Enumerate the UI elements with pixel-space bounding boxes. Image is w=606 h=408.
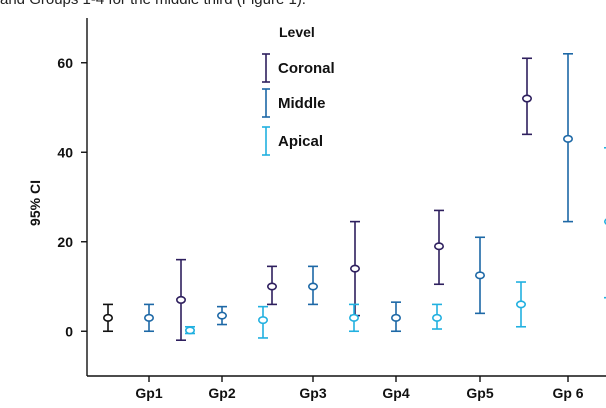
error-bar-coronal bbox=[521, 57, 532, 136]
legend-item-apical: Apical bbox=[262, 126, 323, 156]
error-bar-coronal bbox=[266, 265, 277, 306]
x-tick-label: Gp4 bbox=[382, 385, 409, 401]
error-bar-coronal bbox=[176, 258, 187, 342]
legend-item-coronal: Coronal bbox=[262, 53, 335, 83]
error-bar-coronal bbox=[103, 303, 114, 333]
error-bar-middle bbox=[144, 303, 155, 333]
x-tick-label: Gp 6 bbox=[552, 385, 583, 401]
legend-item-middle: Middle bbox=[262, 88, 326, 118]
x-tick-label: Gp2 bbox=[208, 385, 235, 401]
legend-label: Apical bbox=[278, 133, 323, 150]
x-tick-label: Gp1 bbox=[135, 385, 162, 401]
error-bar-coronal bbox=[433, 209, 444, 286]
error-bar-apical bbox=[515, 281, 526, 328]
top-caption-text: and Groups 1-4 for the middle third (Fig… bbox=[0, 0, 606, 13]
y-tick-label: 20 bbox=[57, 234, 73, 250]
error-bar-middle bbox=[562, 52, 573, 223]
x-ticks: Gp1 Gp2 Gp3 Gp4 Gp5 Gp 6 bbox=[135, 376, 584, 401]
y-ticks: 0 20 40 60 bbox=[57, 55, 87, 339]
y-tick-label: 60 bbox=[57, 55, 73, 71]
axes bbox=[86, 18, 606, 377]
error-bar-apical bbox=[431, 303, 442, 330]
y-axis-label: 95% CI bbox=[27, 180, 43, 226]
legend-label: Coronal bbox=[278, 60, 335, 77]
error-bar-coronal bbox=[349, 220, 360, 317]
error-bar-middle bbox=[307, 265, 318, 306]
x-tick-label: Gp5 bbox=[466, 385, 493, 401]
y-tick-label: 0 bbox=[65, 323, 73, 339]
legend: Level Coronal Middle Apical bbox=[262, 24, 335, 156]
error-bar-middle bbox=[390, 301, 401, 333]
x-tick-label: Gp3 bbox=[299, 385, 326, 401]
error-bars bbox=[103, 52, 606, 342]
error-bar-apical bbox=[348, 303, 359, 333]
y-tick-label: 40 bbox=[57, 144, 73, 160]
error-bar-apical bbox=[185, 325, 196, 335]
error-bar-middle bbox=[217, 305, 228, 326]
error-bar-apical bbox=[257, 305, 268, 339]
error-bar-middle bbox=[474, 236, 485, 315]
legend-label: Middle bbox=[278, 95, 326, 112]
legend-title: Level bbox=[279, 24, 315, 40]
